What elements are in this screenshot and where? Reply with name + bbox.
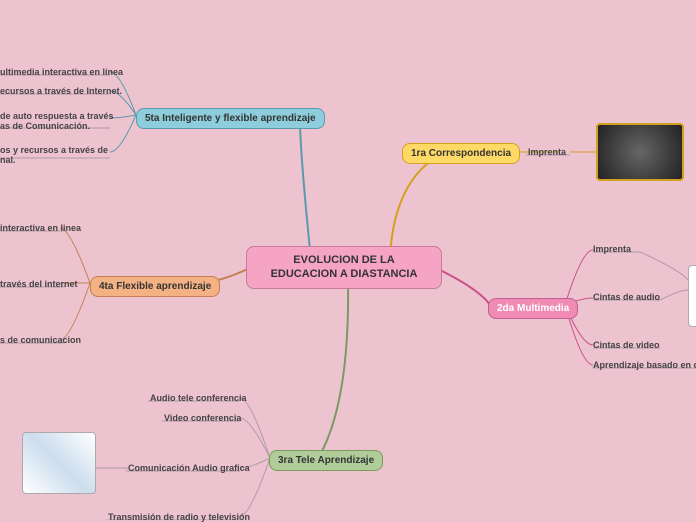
leaf-b5-3: as de Comunicación. [0, 121, 90, 131]
branch-3-tele: 3ra Tele Aprendizaje [269, 450, 383, 471]
leaf-b3-2: Comunicación Audio grafica [128, 463, 250, 473]
leaf-b3-3: Transmisión de radio y televisión [108, 512, 250, 522]
image-imprenta [596, 123, 684, 181]
leaf-b3-0: Audio tele conferencia [150, 393, 247, 403]
leaf-b2-0: Imprenta [593, 244, 631, 254]
branch-1-correspondencia: 1ra Correspondencia [402, 143, 520, 164]
central-node: EVOLUCION DE LA EDUCACION A DIASTANCIA [246, 246, 442, 289]
image-tele [22, 432, 96, 494]
leaf-b2-3: Aprendizaje basado en co [593, 360, 696, 370]
leaf-imprenta-1: Imprenta [528, 147, 566, 157]
leaf-b4-2: s de comunicacion [0, 335, 81, 345]
branch-5-inteligente: 5ta Inteligente y flexible aprendizaje [136, 108, 325, 129]
branch-4-flexible: 4ta Flexible aprendizaje [90, 276, 220, 297]
leaf-b5-1: ecursos a través de Internet. [0, 86, 122, 96]
image-multimedia [688, 265, 696, 327]
branch-2-multimedia: 2da Multimedia [488, 298, 578, 319]
leaf-b2-2: Cintas de video [593, 340, 660, 350]
leaf-b5-4: os y recursos a través de [0, 145, 108, 155]
leaf-b5-2: de auto respuesta a través [0, 111, 114, 121]
leaf-b4-0: interactiva en linea [0, 223, 81, 233]
leaf-b4-1: través del internet [0, 279, 78, 289]
leaf-b3-1: Video conferencia [164, 413, 241, 423]
leaf-b5-5: nal. [0, 155, 16, 165]
leaf-b2-1: Cintas de audio [593, 292, 660, 302]
leaf-b5-0: ultimedia interactiva en línea [0, 67, 123, 77]
